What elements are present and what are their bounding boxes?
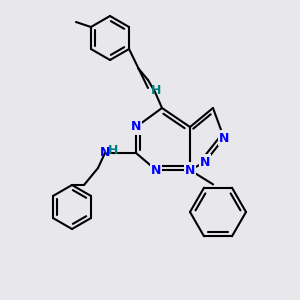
Text: H: H [108,145,118,158]
Text: N: N [151,164,161,176]
Text: H: H [151,83,161,97]
Text: N: N [131,121,141,134]
Text: N: N [185,164,195,176]
Text: N: N [219,131,229,145]
Text: N: N [100,146,110,160]
Text: N: N [200,155,210,169]
